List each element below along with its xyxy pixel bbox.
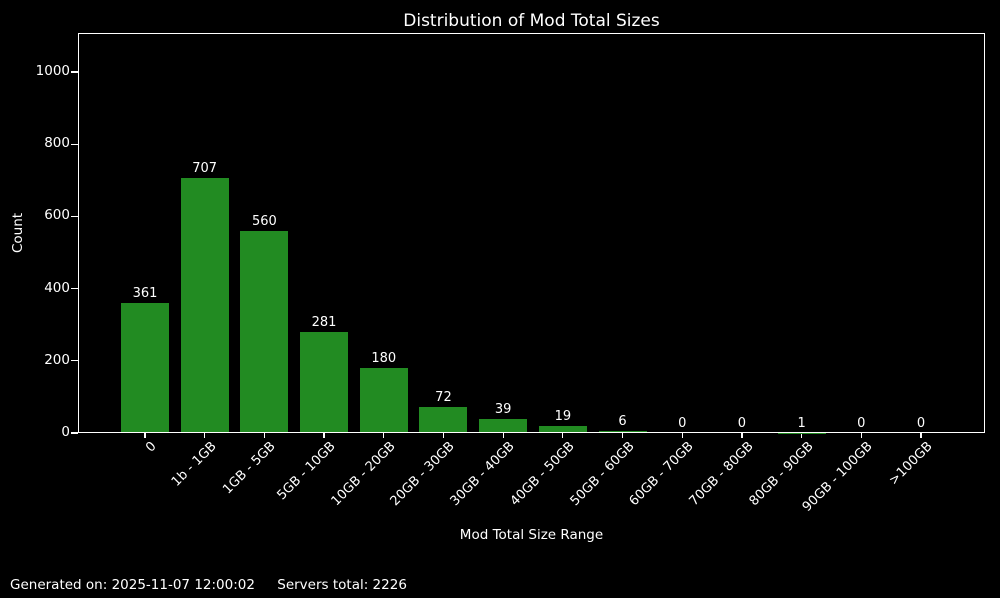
- x-tick-mark: [920, 433, 922, 438]
- bar-value-label: 0: [737, 416, 747, 431]
- x-tick-mark: [860, 433, 862, 438]
- x-tick-mark: [681, 433, 683, 438]
- y-tick-mark: [71, 143, 78, 145]
- x-tick-label: 1GB - 5GB: [220, 439, 279, 498]
- bar-value-label: 1: [797, 415, 806, 431]
- servers-total-text: Servers total: 2226: [277, 577, 407, 593]
- x-tick-mark: [621, 433, 624, 438]
- x-tick-mark: [741, 433, 743, 438]
- bar-value-label: 361: [132, 285, 158, 301]
- x-tick-mark: [442, 433, 445, 438]
- bar-value-label: 39: [494, 401, 512, 417]
- bar: [121, 302, 169, 433]
- bar-value-label: 281: [311, 314, 337, 330]
- x-tick-label: 1b - 1GB: [168, 439, 220, 490]
- bar: [359, 368, 408, 433]
- bar: [777, 432, 826, 433]
- y-tick-label: 200: [44, 351, 70, 368]
- y-tick-label: 600: [44, 207, 70, 224]
- x-tick-mark: [323, 433, 325, 438]
- x-axis-label: Mod Total Size Range: [459, 527, 604, 543]
- bar-value-label: 0: [916, 416, 926, 431]
- bar: [598, 430, 647, 433]
- bar: [419, 407, 468, 433]
- bar: [479, 418, 528, 433]
- y-tick-mark: [71, 215, 78, 217]
- x-tick-label: 5GB - 10GB: [274, 439, 339, 504]
- y-tick-label: 400: [44, 279, 70, 296]
- bottom-divider: [0, 598, 1000, 600]
- bar: [538, 426, 587, 433]
- y-tick-label: 800: [44, 135, 70, 152]
- bar-value-label: 6: [618, 413, 627, 429]
- x-tick-mark: [383, 433, 385, 438]
- y-tick-mark: [71, 71, 78, 73]
- y-tick-label: 0: [61, 424, 70, 440]
- x-tick-label: 0: [143, 439, 160, 456]
- y-tick-mark: [71, 360, 78, 362]
- bar-value-label: 180: [371, 351, 397, 367]
- y-tick-mark: [71, 287, 78, 290]
- x-tick-label: >100GB: [886, 439, 936, 489]
- x-tick-mark: [502, 433, 504, 438]
- bar: [300, 331, 349, 433]
- bar-value-label: 72: [435, 390, 452, 405]
- bar: [240, 230, 289, 433]
- bar: [180, 177, 229, 433]
- bar-value-label: 0: [678, 416, 687, 431]
- y-tick-label: 1000: [35, 62, 70, 79]
- bar-value-label: 19: [554, 409, 572, 425]
- bar-value-label: 0: [857, 416, 866, 431]
- x-tick-mark: [263, 433, 265, 438]
- y-tick-mark: [71, 432, 78, 434]
- x-tick-mark: [144, 433, 146, 438]
- footer: Generated on: 2025-11-07 12:00:02 Server…: [10, 577, 407, 593]
- chart-title: Distribution of Mod Total Sizes: [403, 11, 660, 31]
- x-tick-mark: [562, 433, 564, 438]
- x-tick-mark: [801, 433, 803, 438]
- bar-value-label: 707: [192, 160, 218, 176]
- generated-on-text: Generated on: 2025-11-07 12:00:02: [10, 577, 255, 593]
- x-tick-mark: [204, 433, 206, 438]
- y-axis-label: Count: [10, 212, 26, 254]
- bar-value-label: 560: [251, 213, 277, 229]
